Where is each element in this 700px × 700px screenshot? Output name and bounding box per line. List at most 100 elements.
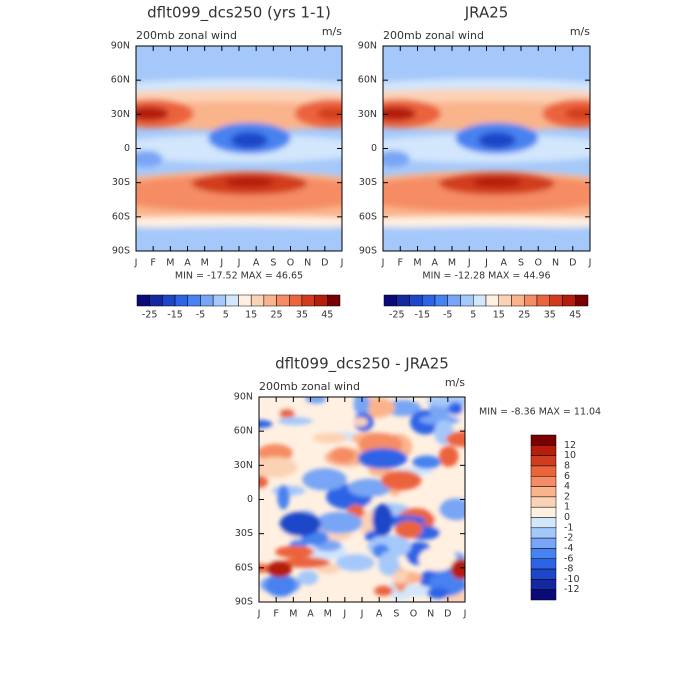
x-tick-label: M xyxy=(324,609,332,620)
colorbar-box xyxy=(511,294,525,307)
y-tick-label: 30S xyxy=(359,177,377,188)
contour-fill xyxy=(383,226,590,247)
colorbar-label: 15 xyxy=(493,310,505,321)
x-tick-label: F xyxy=(150,258,155,269)
colorbar-label: 1 xyxy=(564,502,570,513)
contour-fill xyxy=(448,402,464,415)
contour-fill xyxy=(472,177,522,188)
y-tick-label: 60S xyxy=(235,562,253,573)
x-tick-label: M xyxy=(201,258,209,269)
colorbar-box xyxy=(530,558,557,570)
colorbar-box xyxy=(530,548,557,559)
colorbar-box xyxy=(530,455,557,467)
colorbar-box xyxy=(276,294,290,307)
x-tick-label: A xyxy=(501,258,508,269)
contour-fill xyxy=(403,585,433,597)
colorbar-label: -5 xyxy=(196,310,205,321)
colorbar-label: -4 xyxy=(564,543,573,554)
colorbar-box xyxy=(200,294,214,307)
x-tick-label: A xyxy=(376,609,383,620)
variable-label: 200mb zonal wind xyxy=(136,29,237,42)
x-tick-label: J xyxy=(257,609,261,620)
units-label: m/s xyxy=(570,25,590,38)
x-tick-label: J xyxy=(340,258,344,269)
colorbar-box xyxy=(212,294,227,307)
contour-field xyxy=(136,46,342,251)
panel-title: dflt099_dcs250 (yrs 1-1) xyxy=(147,4,331,23)
x-tick-label: M xyxy=(448,258,456,269)
y-tick-label: 60N xyxy=(111,75,130,86)
contour-fill xyxy=(305,397,327,404)
colorbar-box xyxy=(524,294,538,307)
y-tick-label: 30N xyxy=(234,460,253,471)
contour-fill xyxy=(230,132,268,149)
contour-fill xyxy=(298,403,313,414)
colorbar-label: -15 xyxy=(167,310,183,321)
contour-fills xyxy=(259,397,465,602)
contour-fill xyxy=(383,216,590,229)
x-tick-label: J xyxy=(463,609,467,620)
colorbar-box xyxy=(225,294,239,307)
x-tick-label: J xyxy=(484,258,488,269)
contour-fill xyxy=(418,546,457,572)
contour-fill xyxy=(329,447,356,463)
colorbar-box xyxy=(314,294,328,307)
colorbar-box xyxy=(460,294,474,307)
colorbar-box xyxy=(530,476,557,487)
contour-fill xyxy=(279,511,321,537)
colorbar-label: -12 xyxy=(564,584,580,595)
contour-fill xyxy=(374,585,394,597)
y-tick-label: 90S xyxy=(359,246,377,257)
colorbar-box xyxy=(498,294,512,307)
colorbar-box xyxy=(473,294,487,307)
contour-fill xyxy=(259,419,273,429)
contour-fill xyxy=(259,475,268,488)
x-tick-label: A xyxy=(307,609,314,620)
contour-fill xyxy=(336,554,375,572)
x-tick-label: J xyxy=(588,258,592,269)
colorbar-label: 5 xyxy=(223,310,229,321)
colorbar-label: -5 xyxy=(443,310,452,321)
x-tick-label: A xyxy=(184,258,191,269)
contour-fill xyxy=(446,431,465,447)
x-tick-label: S xyxy=(393,609,399,620)
variable-label: 200mb zonal wind xyxy=(383,29,484,42)
contour-fill xyxy=(277,416,313,426)
colorbar-box xyxy=(396,294,410,307)
colorbar-label: 45 xyxy=(569,310,581,321)
y-tick-label: 90N xyxy=(234,392,253,403)
panel-title: dflt099_dcs250 - JRA25 xyxy=(275,355,449,374)
colorbar-box xyxy=(409,294,423,307)
min-max-stats: MIN = -12.28 MAX = 44.96 xyxy=(422,271,550,282)
y-tick-label: 60N xyxy=(234,426,253,437)
contour-fill xyxy=(450,558,465,580)
x-tick-label: N xyxy=(304,258,311,269)
x-tick-label: M xyxy=(166,258,174,269)
x-tick-label: M xyxy=(413,258,421,269)
contour-fill xyxy=(565,107,590,120)
y-tick-label: 30N xyxy=(111,109,130,120)
colorbar-label: 25 xyxy=(271,310,283,321)
colorbar-label: 6 xyxy=(564,471,570,482)
min-max-stats: MIN = -17.52 MAX = 46.65 xyxy=(175,271,303,282)
colorbar-label: 12 xyxy=(564,440,576,451)
colorbar-box xyxy=(530,527,557,539)
contour-fills xyxy=(383,46,590,247)
x-tick-label: J xyxy=(381,258,385,269)
contour-fill xyxy=(279,408,295,419)
x-tick-label: D xyxy=(444,609,451,620)
contour-fill xyxy=(277,485,290,510)
contour-fill xyxy=(353,417,369,427)
colorbar-box xyxy=(530,434,557,446)
x-tick-label: F xyxy=(273,609,278,620)
contour-fill xyxy=(378,551,399,576)
colorbar-label: -15 xyxy=(414,310,430,321)
colorbar-box xyxy=(530,537,557,549)
colorbar-box xyxy=(530,568,557,580)
contour-fill xyxy=(391,570,408,584)
x-tick-label: J xyxy=(134,258,138,269)
colorbar-box xyxy=(238,294,252,307)
x-tick-label: F xyxy=(398,258,403,269)
contour-fill xyxy=(381,470,422,491)
